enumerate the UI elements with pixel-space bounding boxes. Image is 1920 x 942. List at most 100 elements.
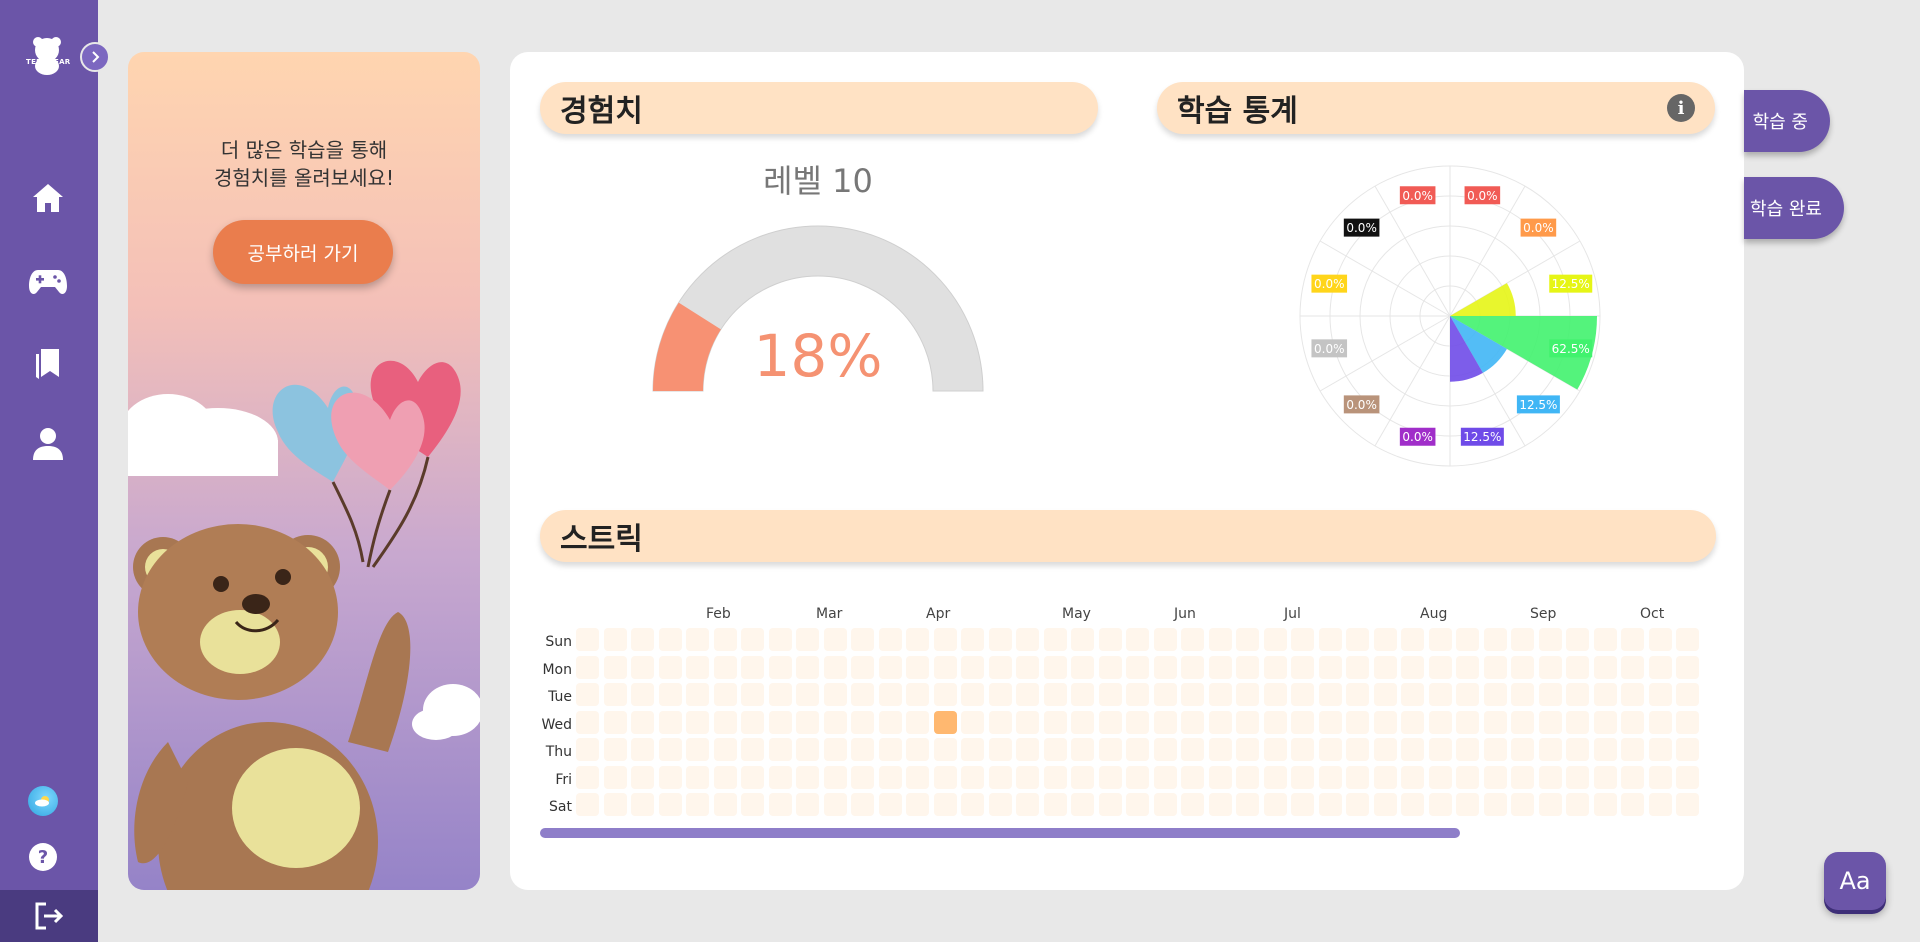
streak-cell <box>878 628 902 651</box>
streak-cell <box>768 628 792 651</box>
streak-cell <box>1648 710 1672 734</box>
streak-cell <box>933 765 957 789</box>
streak-cell <box>576 628 599 651</box>
streak-cell <box>576 738 599 761</box>
logout-button[interactable] <box>0 890 98 942</box>
streak-cell <box>1428 710 1452 734</box>
streak-cell <box>768 765 792 789</box>
font-size-button[interactable]: Aa <box>1824 852 1886 910</box>
month-label: Sep <box>1530 606 1557 622</box>
streak-cell <box>1153 738 1177 761</box>
streak-cell <box>631 738 654 761</box>
streak-cell <box>1153 710 1177 734</box>
tab-in-progress[interactable]: 학습 중 <box>1744 90 1830 152</box>
home-icon[interactable] <box>28 178 68 218</box>
streak-cell <box>1346 683 1369 706</box>
streak-cell <box>851 710 874 734</box>
streak-cell <box>796 765 819 789</box>
month-label: Oct <box>1640 606 1665 622</box>
info-icon[interactable]: i <box>1667 94 1695 122</box>
streak-cell <box>1236 655 1259 679</box>
streak-cell <box>1511 628 1534 651</box>
streak-cell <box>1098 683 1122 706</box>
streak-cell <box>603 655 627 679</box>
streak-cell <box>1263 683 1287 706</box>
month-label: Jul <box>1284 606 1301 622</box>
streak-cell <box>1428 765 1452 789</box>
data-label-bg <box>1311 274 1348 293</box>
grid-spoke <box>1319 240 1451 317</box>
go-study-button[interactable]: 공부하러 가기 <box>213 220 393 284</box>
streak-cell <box>851 793 874 816</box>
streak-cell <box>1346 710 1369 734</box>
promo-text: 더 많은 학습을 통해 경험치를 올려보세요! <box>128 136 480 192</box>
tab-completed[interactable]: 학습 완료 <box>1744 177 1844 239</box>
streak-cell <box>576 793 599 816</box>
streak-cell <box>1208 628 1232 651</box>
streak-cell <box>1593 710 1617 734</box>
streak-cell <box>1566 765 1589 789</box>
streak-cell <box>1428 793 1452 816</box>
streak-scrollbar[interactable] <box>540 828 1460 838</box>
chevron-right-icon <box>92 51 100 63</box>
streak-cell <box>1043 710 1067 734</box>
streak-cell <box>1153 683 1177 706</box>
streak-cell <box>713 655 737 679</box>
streak-cell <box>1071 683 1094 706</box>
streak-cell <box>1566 683 1589 706</box>
streak-cell <box>906 793 929 816</box>
streak-cell <box>686 765 709 789</box>
streak-cell <box>603 710 627 734</box>
gamepad-icon[interactable] <box>28 262 68 302</box>
streak-cell <box>1098 765 1122 789</box>
grid-spoke <box>1374 315 1451 447</box>
user-icon[interactable] <box>28 424 68 464</box>
streak-cell <box>1593 765 1617 789</box>
streak-cell <box>906 765 929 789</box>
gauge-fill <box>653 302 721 391</box>
teddy-logo[interactable] <box>24 34 72 78</box>
streak-cell <box>1071 655 1094 679</box>
streak-cell <box>1676 765 1699 789</box>
streak-cell <box>1043 765 1067 789</box>
streak-cell <box>1401 765 1424 789</box>
streak-cell <box>906 683 929 706</box>
streak-cell <box>1153 655 1177 679</box>
streak-cell <box>1483 793 1507 816</box>
streak-cell <box>933 683 957 706</box>
bookmark-icon[interactable] <box>28 344 68 384</box>
day-label: Sat <box>549 799 572 815</box>
streak-cell <box>631 628 654 651</box>
streak-cell <box>1043 628 1067 651</box>
data-label-bg <box>1516 395 1560 414</box>
streak-cell <box>933 738 957 761</box>
streak-cell <box>1676 738 1699 761</box>
streak-cell <box>1373 710 1397 734</box>
streak-cell <box>933 628 957 651</box>
streak-cell <box>933 793 957 816</box>
month-label: Jun <box>1174 606 1196 622</box>
promo-card: 더 많은 학습을 통해 경험치를 올려보세요! 공부하러 가기 <box>128 52 480 890</box>
month-label: Apr <box>926 606 951 622</box>
sidebar-toggle-button[interactable] <box>80 42 110 72</box>
streak-cell <box>1621 710 1644 734</box>
weather-icon[interactable] <box>28 786 58 816</box>
logo-text: TEDDBEAR <box>26 58 71 66</box>
month-label: Feb <box>706 606 731 622</box>
streak-cell <box>1181 628 1204 651</box>
streak-cell <box>961 738 984 761</box>
streak-cell <box>631 683 654 706</box>
streak-cell <box>878 710 902 734</box>
streak-cell <box>1098 655 1122 679</box>
streak-cell <box>1373 793 1397 816</box>
streak-cell <box>1126 710 1149 734</box>
streak-cell <box>1483 655 1507 679</box>
streak-cell <box>1538 765 1562 789</box>
streak-cell <box>1236 683 1259 706</box>
help-icon[interactable]: ? <box>28 842 58 872</box>
streak-cell <box>1016 793 1039 816</box>
data-label: 0.0% <box>1523 221 1554 235</box>
streak-cell <box>878 683 902 706</box>
streak-cell <box>1621 655 1644 679</box>
stats-header: 학습 통계 i <box>1157 82 1715 134</box>
